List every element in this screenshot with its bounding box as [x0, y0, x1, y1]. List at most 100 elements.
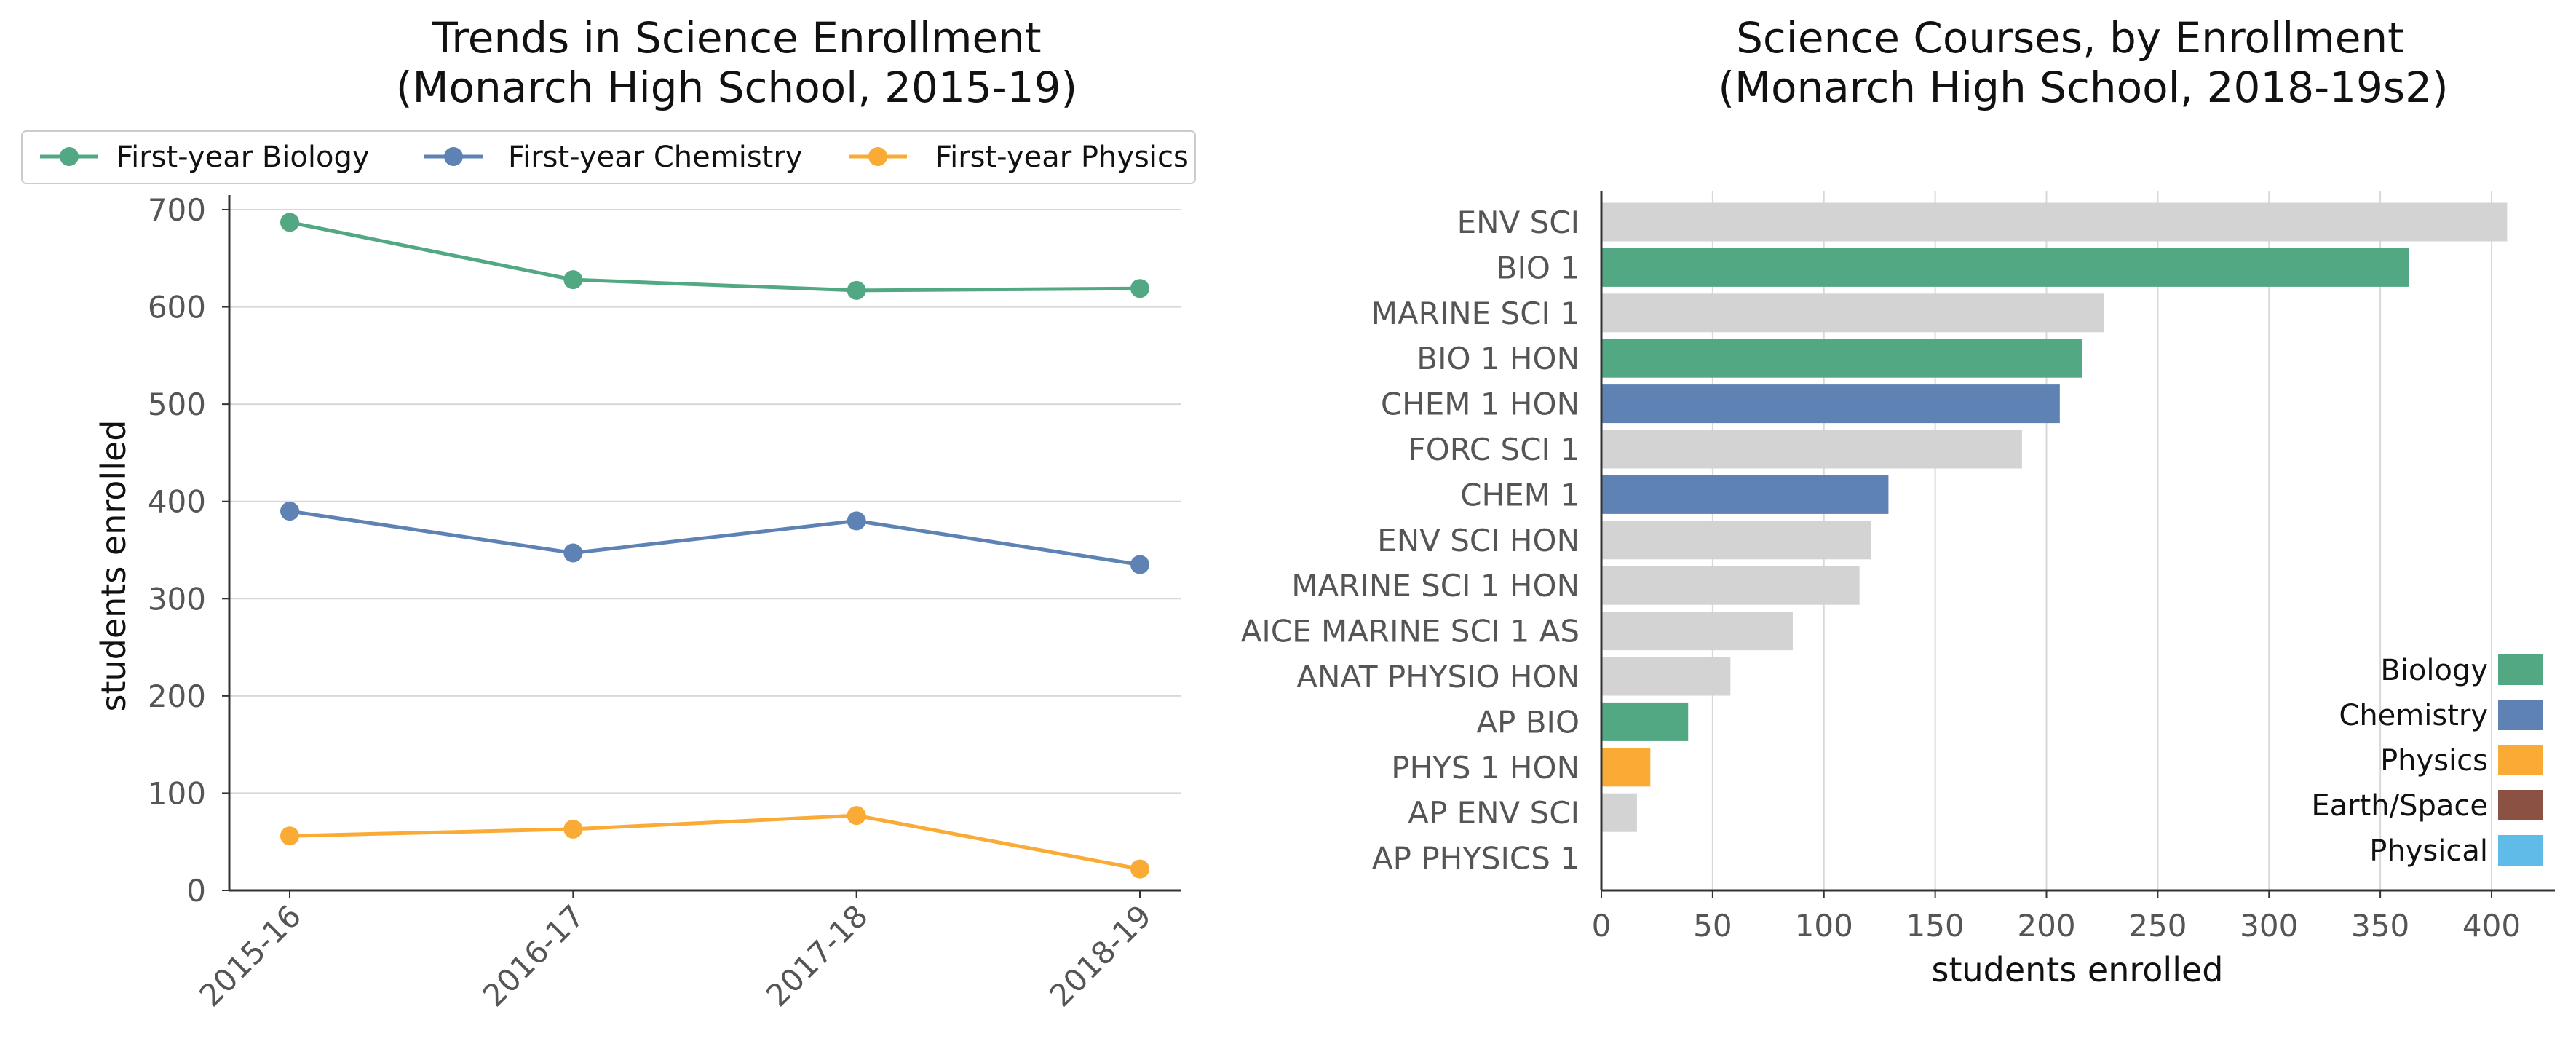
left-chart-axes [228, 195, 1181, 892]
category-label-marine-sci-1: MARINE SCI 1 [1371, 296, 1580, 331]
right-chart-bars [1601, 202, 2508, 832]
left-x-tick-label-2017-18: 2017-18 [759, 898, 875, 1013]
left-chart-series [280, 213, 1149, 879]
left-chart-legend: First-year Biology First-year Chemistry Fi… [21, 130, 1196, 184]
right-chart-title-line1: Science Courses, by Enrollment [1736, 13, 2404, 63]
left-chart-title-line1: Trends in Science Enrollment [431, 13, 1041, 63]
left-chart-title-line2: (Monarch High School, 2015-19) [396, 63, 1077, 112]
left-chart-y-axis-label: students enrolled [94, 420, 133, 712]
bar-forc-sci-1 [1601, 430, 2022, 469]
category-label-env-sci: ENV SCI [1457, 205, 1580, 240]
category-label-bio-1: BIO 1 [1497, 250, 1580, 285]
series-line-first-year-biology [289, 220, 1141, 293]
legend-swatch-physics [2498, 745, 2543, 775]
legend-marker-first-year-chemistry [444, 147, 463, 166]
bar-marine-sci-1 [1601, 293, 2104, 333]
left-x-tick-label-2015-16: 2015-16 [192, 898, 308, 1013]
bar-marine-sci-1-hon [1601, 566, 1860, 605]
data-point-first-year-physics-2015-16 [280, 826, 299, 846]
left-y-tick-label-600: 600 [148, 290, 206, 325]
left-y-tick-label-300: 300 [148, 581, 206, 617]
left-legend-frame [21, 130, 1196, 184]
left-chart-x-ticks: 2015-16 2016-17 2017-18 2018-19 [192, 890, 1158, 1013]
category-label-env-sci-hon: ENV SCI HON [1377, 523, 1580, 558]
legend-label-biology: Biology [2380, 654, 2488, 687]
bar-env-sci [1601, 202, 2508, 242]
data-point-first-year-biology-2018-19 [1130, 279, 1149, 298]
right-chart-category-labels: ENV SCI BIO 1 MARINE SCI 1 BIO 1 HON CHEM 1 … [1241, 205, 1580, 877]
legend-label-chemistry: Chemistry [2339, 699, 2488, 732]
left-y-tick-label-400: 400 [148, 484, 206, 520]
bar-chem-1-hon [1601, 384, 2060, 424]
category-label-ap-env-sci: AP ENV SCI [1408, 795, 1580, 831]
left-x-tick-label-2016-17: 2016-17 [476, 898, 592, 1013]
left-chart-y-ticks: 0 100 200 300 400 500 600 700 [148, 192, 229, 909]
legend-label-first-year-chemistry: First-year Chemistry [508, 141, 802, 174]
legend-swatch-chemistry [2498, 700, 2543, 730]
bar-bio-1 [1601, 248, 2409, 287]
right-chart-x-ticks: 0 50 100 150 200 250 300 350 400 [1592, 890, 2521, 944]
category-label-chem-1: CHEM 1 [1460, 477, 1580, 513]
bar-chem-1 [1601, 475, 1889, 514]
category-label-ap-bio: AP BIO [1476, 704, 1580, 740]
data-point-first-year-physics-2018-19 [1130, 859, 1149, 879]
right-x-tick-label-200: 200 [2017, 908, 2075, 944]
category-label-aice-marine-sci-1-as: AICE MARINE SCI 1 AS [1241, 614, 1580, 649]
right-x-tick-label-250: 250 [2128, 908, 2187, 944]
series-line-first-year-chemistry [289, 509, 1141, 567]
bar-ap-bio [1601, 702, 1689, 741]
left-y-tick-label-0: 0 [186, 873, 206, 909]
bar-ap-env-sci [1601, 793, 1637, 832]
bar-anat-physio-hon [1601, 657, 1731, 696]
legend-label-physical: Physical [2369, 834, 2488, 868]
right-x-tick-label-50: 50 [1693, 908, 1732, 944]
legend-swatch-earth-space [2498, 790, 2543, 820]
right-chart-title-line2: (Monarch High School, 2018-19s2) [1718, 63, 2448, 112]
legend-marker-first-year-physics [868, 147, 887, 166]
category-label-chem-1-hon: CHEM 1 HON [1381, 387, 1580, 422]
line-chart: Trends in Science Enrollment (Monarch Hi… [21, 13, 1196, 1013]
data-point-first-year-chemistry-2016-17 [563, 543, 583, 563]
legend-swatch-physical [2498, 835, 2543, 866]
data-point-first-year-chemistry-2017-18 [847, 511, 866, 531]
legend-label-earth-space: Earth/Space [2311, 789, 2488, 823]
legend-swatch-biology [2498, 654, 2543, 685]
data-point-first-year-biology-2017-18 [847, 280, 866, 300]
data-point-first-year-biology-2015-16 [280, 213, 299, 232]
right-x-tick-label-400: 400 [2462, 908, 2521, 944]
left-y-tick-label-100: 100 [148, 775, 206, 811]
legend-label-physics: Physics [2380, 744, 2488, 778]
right-chart-legend: Biology Chemistry Physics Earth/Space Physic… [2311, 654, 2543, 868]
right-x-tick-label-150: 150 [1906, 908, 1965, 944]
right-chart-x-axis-label: students enrolled [1932, 950, 2224, 989]
category-label-bio-1-hon: BIO 1 HON [1416, 341, 1580, 376]
legend-label-first-year-physics: First-year Physics [935, 141, 1189, 174]
category-label-phys-1-hon: PHYS 1 HON [1391, 750, 1580, 786]
data-point-first-year-chemistry-2015-16 [280, 502, 299, 521]
left-y-tick-label-200: 200 [148, 679, 206, 714]
right-x-tick-label-100: 100 [1795, 908, 1853, 944]
category-label-anat-physio-hon: ANAT PHYSIO HON [1296, 659, 1580, 695]
data-point-first-year-physics-2016-17 [563, 819, 583, 839]
category-label-ap-physics-1: AP PHYSICS 1 [1372, 841, 1580, 877]
right-x-tick-label-300: 300 [2240, 908, 2298, 944]
legend-marker-first-year-biology [60, 147, 79, 166]
left-y-tick-label-700: 700 [148, 192, 206, 228]
left-chart-grid [229, 209, 1181, 794]
left-x-tick-label-2018-19: 2018-19 [1042, 898, 1158, 1013]
series-line-first-year-physics [289, 813, 1141, 871]
data-point-first-year-biology-2016-17 [563, 270, 583, 290]
right-chart-axes [1600, 191, 2555, 892]
category-label-marine-sci-1-hon: MARINE SCI 1 HON [1291, 568, 1580, 604]
category-label-forc-sci-1: FORC SCI 1 [1408, 432, 1580, 467]
data-point-first-year-chemistry-2018-19 [1130, 555, 1149, 574]
right-x-tick-label-350: 350 [2351, 908, 2409, 944]
data-point-first-year-physics-2017-18 [847, 806, 866, 826]
bar-phys-1-hon [1601, 748, 1651, 787]
right-x-tick-label-0: 0 [1592, 908, 1612, 944]
bar-bio-1-hon [1601, 339, 2082, 378]
bar-aice-marine-sci-1-as [1601, 612, 1793, 651]
legend-label-first-year-biology: First-year Biology [116, 141, 370, 174]
left-y-tick-label-500: 500 [148, 387, 206, 422]
